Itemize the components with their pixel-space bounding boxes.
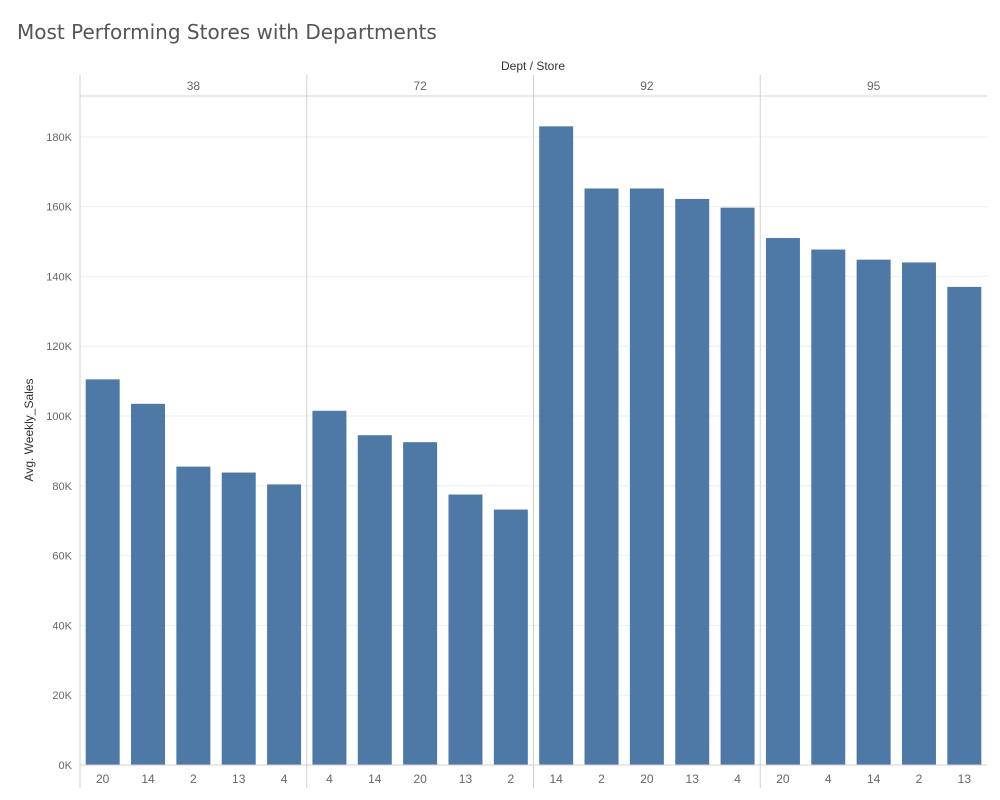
dept-header-label: 95 (867, 79, 881, 93)
panel-frame (79, 75, 987, 788)
bar (403, 442, 438, 765)
y-tick-label: 180K (46, 132, 72, 144)
store-label: 13 (958, 772, 972, 786)
store-label: 4 (326, 772, 333, 786)
store-label: 13 (459, 772, 473, 786)
bar (765, 238, 800, 766)
dept-header-label: 72 (413, 79, 427, 93)
y-axis-title: Avg. Weekly_Sales (22, 379, 36, 482)
bar (357, 435, 392, 765)
bar (493, 509, 528, 765)
y-tick-label: 60K (52, 551, 72, 563)
y-tick-label: 20K (52, 690, 72, 702)
store-label: 20 (413, 772, 427, 786)
chart-title: Most Performing Stores with Departments (17, 20, 437, 44)
y-tick-label: 120K (46, 341, 72, 353)
y-tick-label: 0K (59, 760, 73, 772)
store-label: 2 (916, 772, 923, 786)
bar (629, 188, 664, 766)
x-axis-title: Dept / Store (501, 59, 565, 73)
bar (675, 198, 710, 765)
y-tick-label: 80K (52, 481, 72, 493)
store-label: 2 (598, 772, 605, 786)
store-label: 20 (96, 772, 110, 786)
store-label: 2 (190, 772, 197, 786)
store-labels: 20 14 2 13 4 4 14 20 13 2 14 2 20 13 4 20 4 14 2 13 (96, 772, 971, 786)
store-label: 14 (141, 772, 155, 786)
store-label: 4 (734, 772, 741, 786)
bar (856, 259, 891, 765)
store-label: 13 (686, 772, 700, 786)
store-label: 4 (825, 772, 832, 786)
dept-header-label: 38 (187, 79, 201, 93)
y-tick-label: 160K (46, 202, 72, 214)
bars (85, 126, 982, 766)
bar (584, 188, 619, 766)
bar (720, 207, 755, 765)
store-label: 20 (776, 772, 790, 786)
dept-header-label: 92 (640, 79, 654, 93)
y-tick-label: 100K (46, 411, 72, 423)
bar (267, 484, 302, 765)
dept-headers: 38 72 92 95 (187, 79, 881, 93)
bar (131, 403, 166, 765)
bar (811, 249, 846, 766)
bar (176, 466, 211, 765)
bar (312, 410, 347, 765)
bar (448, 494, 483, 765)
y-axis-ticks: 0K 20K 40K 60K 80K 100K 120K 140K 160K 180K (46, 132, 72, 772)
bar (901, 262, 936, 765)
store-label: 14 (549, 772, 563, 786)
store-label: 20 (640, 772, 654, 786)
bar (947, 286, 982, 765)
store-label: 4 (281, 772, 288, 786)
store-label: 13 (232, 772, 246, 786)
y-tick-label: 140K (46, 271, 72, 283)
store-label: 2 (507, 772, 514, 786)
store-label: 14 (368, 772, 382, 786)
y-tick-label: 40K (52, 620, 72, 632)
bar (539, 126, 574, 766)
store-label: 14 (867, 772, 881, 786)
bar (221, 472, 256, 765)
bar (85, 379, 120, 765)
